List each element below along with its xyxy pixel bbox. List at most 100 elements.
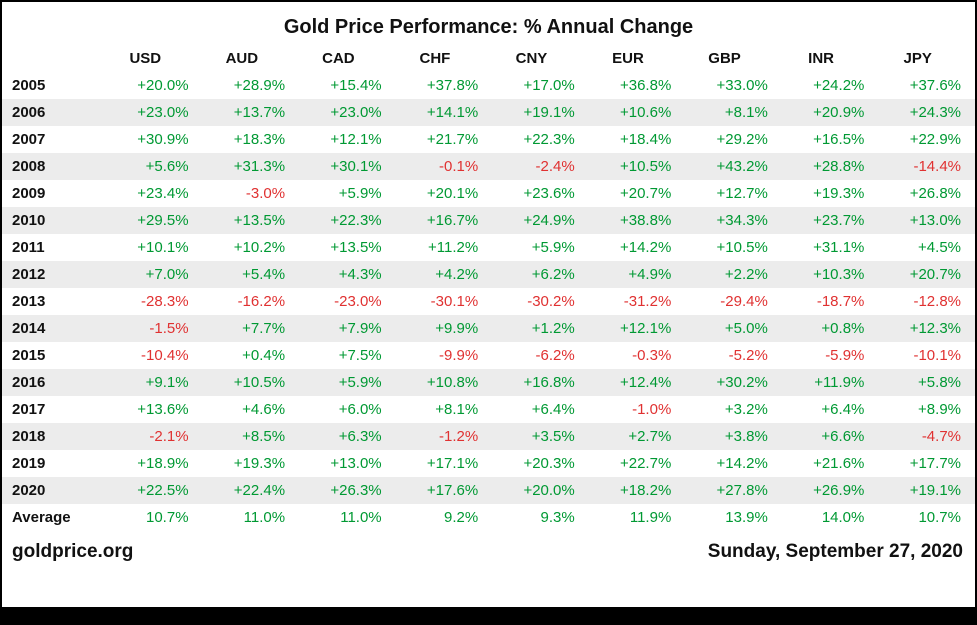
value-cell: +20.7% xyxy=(619,185,672,202)
source-link[interactable]: goldprice.org xyxy=(12,541,134,562)
value-cell: +20.1% xyxy=(426,185,479,202)
value-cell: +5.9% xyxy=(338,374,382,391)
value-cell: +24.2% xyxy=(813,77,865,94)
value-cell: +26.9% xyxy=(813,482,865,499)
column-header-cad: CAD xyxy=(322,50,355,67)
value-cell: -5.2% xyxy=(728,347,768,364)
value-cell: -29.4% xyxy=(720,293,768,310)
value-cell: -14.4% xyxy=(913,158,961,175)
row-label: 2011 xyxy=(12,239,45,256)
table-row: 2019 +18.9% +19.3% +13.0% +17.1% +20.3% +22.7%… xyxy=(2,450,975,477)
value-cell: +4.9% xyxy=(628,266,672,283)
value-cell: +10.1% xyxy=(137,239,189,256)
value-cell: 11.0% xyxy=(243,509,286,526)
value-cell: -10.1% xyxy=(913,347,961,364)
value-cell: -0.3% xyxy=(632,347,672,364)
value-cell: +6.4% xyxy=(531,401,575,418)
value-cell: +5.9% xyxy=(531,239,575,256)
value-cell: +21.6% xyxy=(813,455,865,472)
value-cell: +13.7% xyxy=(233,104,286,121)
column-header-eur: EUR xyxy=(612,50,644,67)
value-cell: +8.1% xyxy=(724,104,768,121)
value-cell: +7.7% xyxy=(242,320,286,337)
table-row: 2013 -28.3% -16.2% -23.0% -30.1% -30.2% -31.2%… xyxy=(2,288,975,315)
value-cell: +30.2% xyxy=(716,374,768,391)
table-header: USD AUD CAD CHF CNY EUR GBP INR JPY xyxy=(2,45,975,72)
row-label: 2005 xyxy=(12,77,46,94)
value-cell: +15.4% xyxy=(330,77,382,94)
value-cell: +30.1% xyxy=(330,158,382,175)
header-row: USD AUD CAD CHF CNY EUR GBP INR JPY xyxy=(2,45,975,72)
value-cell: +17.6% xyxy=(426,482,479,499)
row-label: 2019 xyxy=(12,455,46,472)
value-cell: +31.3% xyxy=(233,158,286,175)
value-cell: +7.0% xyxy=(145,266,189,283)
value-cell: +26.3% xyxy=(330,482,382,499)
value-cell: +8.9% xyxy=(918,401,961,418)
value-cell: +23.7% xyxy=(813,212,865,229)
value-cell: +34.3% xyxy=(716,212,768,229)
value-cell: +4.3% xyxy=(338,266,382,283)
value-cell: +14.2% xyxy=(716,455,768,472)
column-header-inr: INR xyxy=(808,50,835,67)
value-cell: 9.3% xyxy=(540,509,575,526)
value-cell: -28.3% xyxy=(141,293,189,310)
value-cell: -31.2% xyxy=(623,293,672,310)
row-label: 2020 xyxy=(12,482,46,499)
value-cell: 14.0% xyxy=(821,509,865,526)
value-cell: +28.8% xyxy=(813,158,865,175)
value-cell: +23.6% xyxy=(523,185,575,202)
table-row: 2017 +13.6% +4.6% +6.0% +8.1% +6.4% -1.0% +3.2%… xyxy=(2,396,975,423)
value-cell: +10.6% xyxy=(619,104,672,121)
table-row: 2014 -1.5% +7.7% +7.9% +9.9% +1.2% +12.1% +5.0%… xyxy=(2,315,975,342)
table-row: 2007 +30.9% +18.3% +12.1% +21.7% +22.3% +18.4%… xyxy=(2,126,975,153)
value-cell: +14.1% xyxy=(426,104,479,121)
value-cell: +11.2% xyxy=(428,239,479,256)
value-cell: +9.9% xyxy=(435,320,479,337)
value-cell: +3.2% xyxy=(724,401,768,418)
value-cell: +10.8% xyxy=(426,374,479,391)
value-cell: -4.7% xyxy=(921,428,961,445)
value-cell: +18.4% xyxy=(619,131,672,148)
row-label: 2018 xyxy=(12,428,46,445)
value-cell: +6.3% xyxy=(338,428,382,445)
value-cell: -18.7% xyxy=(816,293,865,310)
row-label: Average xyxy=(12,509,71,526)
value-cell: 11.9% xyxy=(629,509,672,526)
value-cell: -9.9% xyxy=(439,347,479,364)
value-cell: -1.2% xyxy=(439,428,479,445)
gold-price-table: USD AUD CAD CHF CNY EUR GBP INR JPY 2005 +20.0% +2… xyxy=(2,45,975,531)
value-cell: +7.9% xyxy=(338,320,382,337)
table-body: 2005 +20.0% +28.9% +15.4% +37.8% +17.0% +36.8%… xyxy=(2,72,975,531)
value-cell: +8.1% xyxy=(435,401,479,418)
table-row: 2011 +10.1% +10.2% +13.5% +11.2% +5.9% +14.2% +… xyxy=(2,234,975,261)
table-row: 2010 +29.5% +13.5% +22.3% +16.7% +24.9% +38.8%… xyxy=(2,207,975,234)
value-cell: +23.4% xyxy=(137,185,189,202)
value-cell: +16.8% xyxy=(523,374,575,391)
value-cell: +18.2% xyxy=(619,482,672,499)
value-cell: -1.5% xyxy=(149,320,189,337)
value-cell: +5.0% xyxy=(724,320,768,337)
value-cell: +22.9% xyxy=(909,131,961,148)
value-cell: 9.2% xyxy=(443,509,479,526)
row-label: 2012 xyxy=(12,266,46,283)
value-cell: +19.1% xyxy=(523,104,575,121)
value-cell: +6.4% xyxy=(821,401,865,418)
value-cell: +30.9% xyxy=(137,131,189,148)
row-label: 2008 xyxy=(12,158,46,175)
value-cell: -16.2% xyxy=(237,293,286,310)
value-cell: -1.0% xyxy=(632,401,672,418)
table-row: 2020 +22.5% +22.4% +26.3% +17.6% +20.0% +18.2%… xyxy=(2,477,975,504)
value-cell: 10.7% xyxy=(146,509,189,526)
column-header-chf: CHF xyxy=(419,50,451,67)
value-cell: +4.2% xyxy=(435,266,479,283)
value-cell: +11.9% xyxy=(814,374,865,391)
table-row: 2016 +9.1% +10.5% +5.9% +10.8% +16.8% +12.4% +3… xyxy=(2,369,975,396)
value-cell: +23.0% xyxy=(137,104,189,121)
value-cell: +17.1% xyxy=(426,455,479,472)
value-cell: 10.7% xyxy=(918,509,961,526)
value-cell: +10.5% xyxy=(619,158,672,175)
value-cell: -23.0% xyxy=(334,293,382,310)
value-cell: +23.0% xyxy=(330,104,382,121)
value-cell: +16.7% xyxy=(426,212,479,229)
